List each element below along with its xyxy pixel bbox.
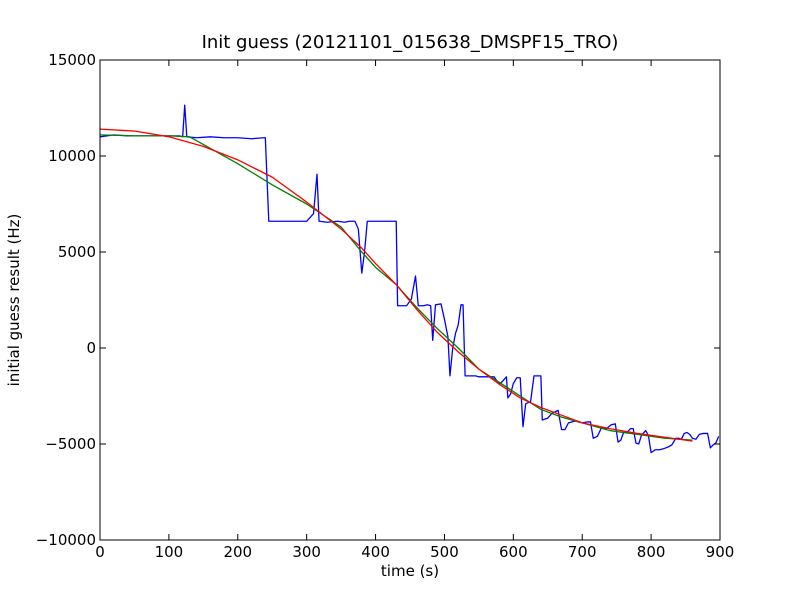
series-line-1 <box>99 104 720 454</box>
x-tick-label: 600 <box>499 543 528 561</box>
y-tick-label: −10000 <box>36 531 96 549</box>
y-tick-label: −5000 <box>45 435 96 453</box>
series-line-3 <box>99 128 693 442</box>
plot-lines <box>99 104 720 454</box>
x-tick-label: 0 <box>95 543 105 561</box>
y-axis-label: initial guess result (Hz) <box>5 214 23 387</box>
x-tick-label: 400 <box>361 543 390 561</box>
x-tick-label: 200 <box>223 543 252 561</box>
y-tick-label: 15000 <box>48 51 96 69</box>
x-axis-label: time (s) <box>381 562 439 580</box>
x-tick-label: 100 <box>155 543 184 561</box>
axis-ticks: 0 100 200 300 400 500 600 700 800 900 15000 10000 50… <box>36 51 735 561</box>
chart-title: Init guess (20121101_015638_DMSPF15_TRO) <box>202 32 619 53</box>
x-tick-label: 800 <box>637 543 666 561</box>
plot-frame <box>99 59 721 541</box>
x-tick-label: 500 <box>430 543 459 561</box>
x-tick-label: 700 <box>568 543 597 561</box>
y-tick-label: 5000 <box>58 243 96 261</box>
y-tick-label: 0 <box>86 339 96 357</box>
y-tick-label: 10000 <box>48 147 96 165</box>
x-tick-label: 300 <box>292 543 321 561</box>
x-tick-label: 900 <box>706 543 735 561</box>
